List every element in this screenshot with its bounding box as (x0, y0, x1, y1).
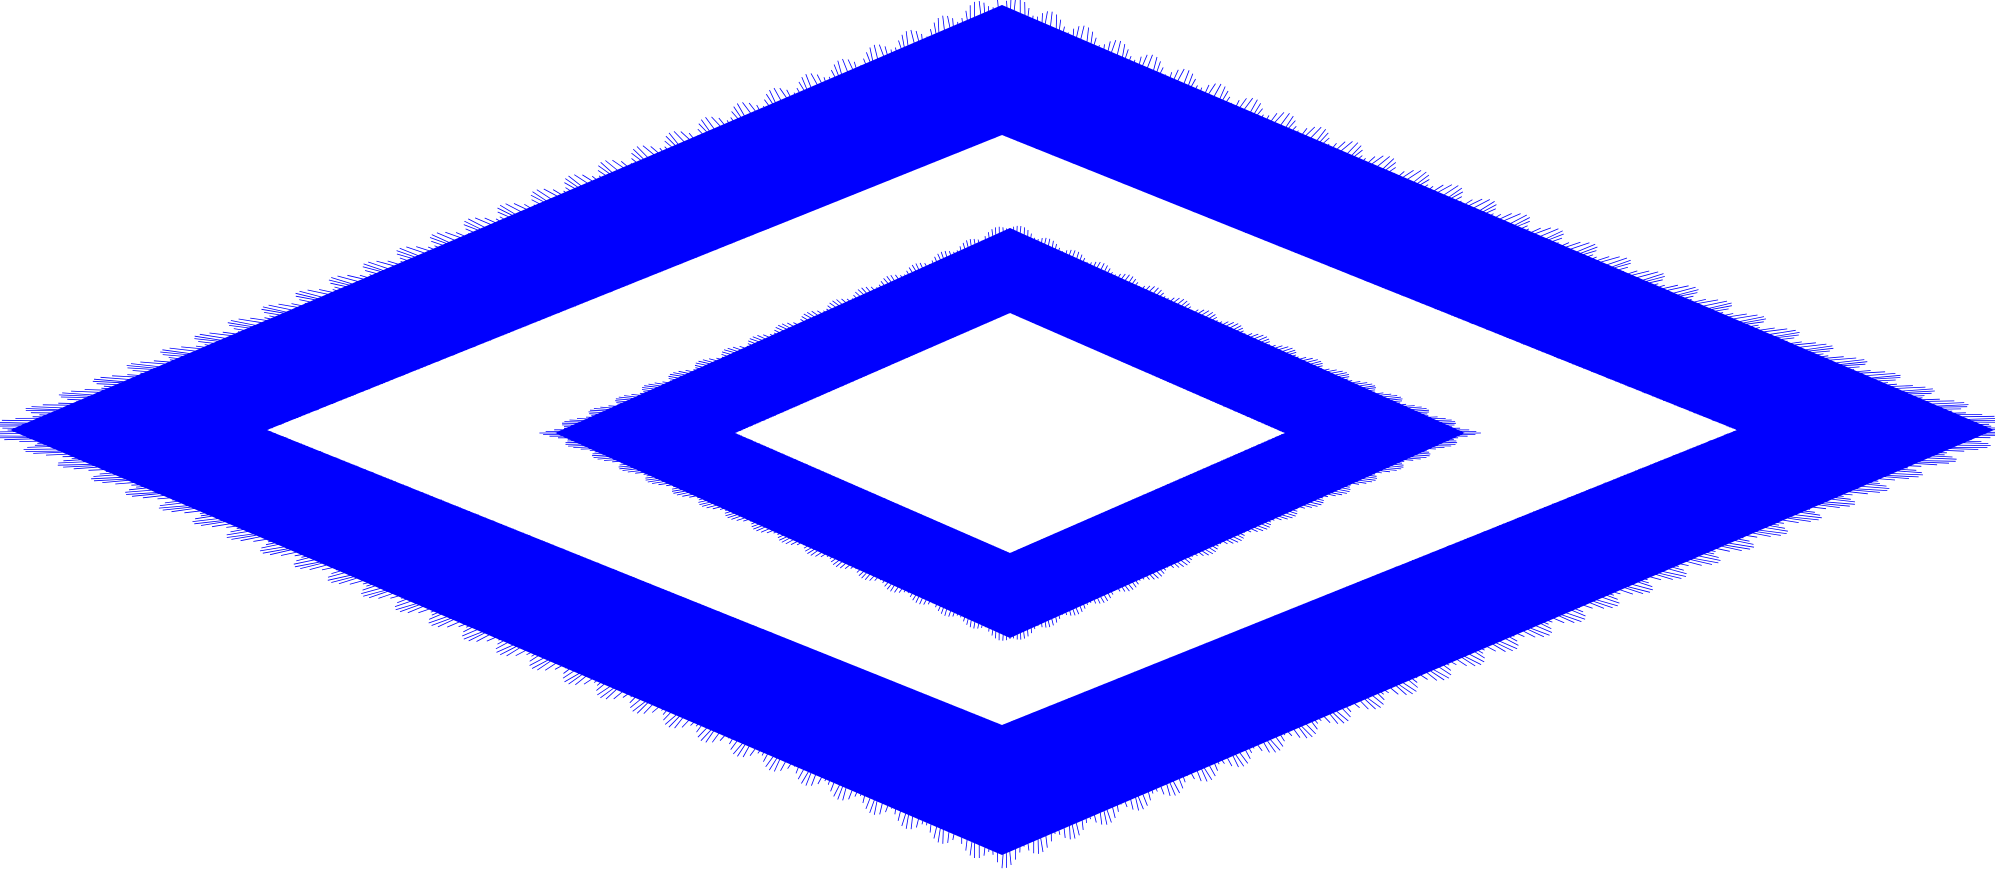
band-fill (10, 5, 1994, 855)
inner-diamond-band (539, 225, 1481, 641)
band-hatch (539, 225, 1481, 641)
